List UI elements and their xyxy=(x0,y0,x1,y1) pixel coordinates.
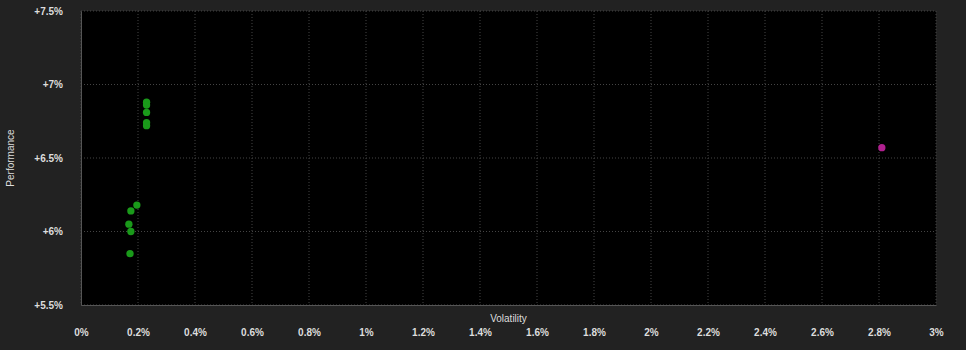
tick: 0.4% xyxy=(184,305,207,338)
grid-line-y xyxy=(81,158,936,159)
tick-label: 1.8% xyxy=(583,327,606,338)
tick: +6.5% xyxy=(34,153,81,164)
tick: +5.5% xyxy=(34,300,81,311)
tick: 2.8% xyxy=(868,305,891,338)
tick: 0% xyxy=(74,305,89,338)
y-axis-title: Performance xyxy=(5,129,16,187)
chart-svg: 0% 0.2% 0.4% 0.6% 0.8% 1% 1.2% 1.4% 1.6% 1.8% 2% 2.… xyxy=(0,0,966,350)
axis-line xyxy=(82,305,937,306)
tick-label: 0% xyxy=(74,327,89,338)
tick: 3% xyxy=(929,305,944,338)
point xyxy=(878,144,885,151)
point xyxy=(143,109,150,116)
points xyxy=(125,98,885,257)
grid-line-y xyxy=(81,231,936,232)
y-axis: +5.5% +6% +6.5% +7% +7.5% xyxy=(34,6,81,311)
grid-line-x xyxy=(81,11,82,305)
point xyxy=(143,122,150,129)
tick-label: 1.2% xyxy=(412,327,435,338)
tick-label: 0.8% xyxy=(298,327,321,338)
tick: +6% xyxy=(43,226,81,237)
tick-label: 2.2% xyxy=(697,327,720,338)
tick-label: 3% xyxy=(929,327,944,338)
tick: 1.4% xyxy=(469,305,492,338)
tick: +7.5% xyxy=(34,6,81,17)
tick-label: 1.6% xyxy=(526,327,549,338)
tick: +7% xyxy=(43,79,81,90)
tick: 1% xyxy=(359,305,374,338)
tick: 0.2% xyxy=(127,305,150,338)
background xyxy=(0,0,966,350)
grid-line-y xyxy=(81,305,936,306)
tick: 1.6% xyxy=(526,305,549,338)
tick-label: 2.4% xyxy=(754,327,777,338)
series xyxy=(878,144,885,151)
point xyxy=(133,201,140,208)
tick: 1.2% xyxy=(412,305,435,338)
axis-line xyxy=(81,12,82,306)
x-axis-title: Volatility xyxy=(490,313,527,324)
tick: 2.6% xyxy=(811,305,834,338)
x-axis: 0% 0.2% 0.4% 0.6% 0.8% 1% 1.2% 1.4% 1.6% 1.8% 2% 2.… xyxy=(74,305,944,338)
tick-label: +7.5% xyxy=(34,6,63,17)
tick: 2.4% xyxy=(754,305,777,338)
point xyxy=(126,250,133,257)
tick: 1.8% xyxy=(583,305,606,338)
tick: 2.2% xyxy=(697,305,720,338)
tick-label: 0.4% xyxy=(184,327,207,338)
tick-label: +6% xyxy=(43,226,63,237)
plot-area xyxy=(81,11,936,305)
point xyxy=(127,207,134,214)
grid-line-y xyxy=(81,11,936,12)
tick: 0.8% xyxy=(298,305,321,338)
tick-label: 1% xyxy=(359,327,374,338)
tick-label: 2.6% xyxy=(811,327,834,338)
tick-label: 2.8% xyxy=(868,327,891,338)
chart-container: 0% 0.2% 0.4% 0.6% 0.8% 1% 1.2% 1.4% 1.6% 1.8% 2% 2.… xyxy=(0,0,966,350)
grid xyxy=(81,11,936,305)
tick: 2% xyxy=(644,305,659,338)
grid-line-y xyxy=(81,84,936,85)
tick-label: +5.5% xyxy=(34,300,63,311)
tick: 0.6% xyxy=(241,305,264,338)
point xyxy=(127,228,134,235)
tick-label: 0.2% xyxy=(127,327,150,338)
tick-label: +7% xyxy=(43,79,63,90)
tick-label: 1.4% xyxy=(469,327,492,338)
point xyxy=(143,101,150,108)
series xyxy=(125,98,150,257)
tick-label: 2% xyxy=(644,327,659,338)
tick-label: +6.5% xyxy=(34,153,63,164)
point xyxy=(125,220,132,227)
tick-label: 0.6% xyxy=(241,327,264,338)
